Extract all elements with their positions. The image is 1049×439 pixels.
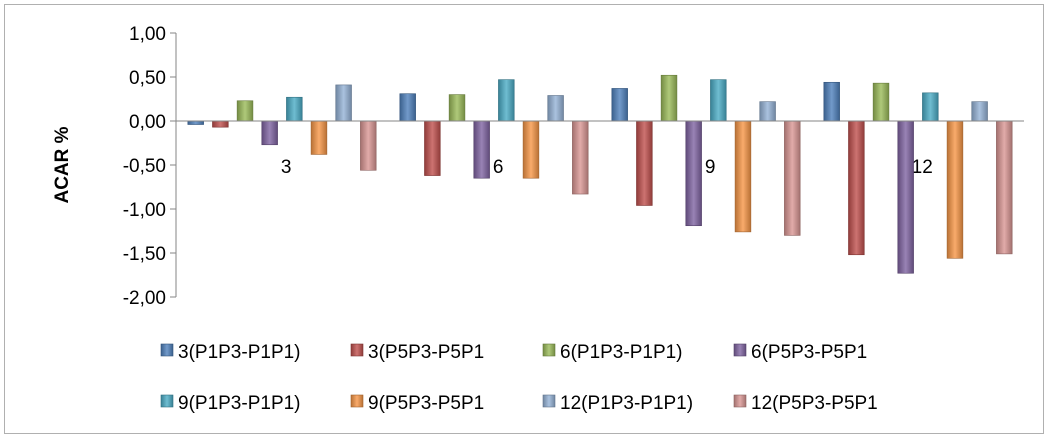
bar-6-series-8: [572, 120, 589, 195]
bar-9-series-4: [685, 120, 702, 227]
legend-label: 6(P1P3-P1P1): [560, 342, 683, 363]
bar-3-series-5: [286, 96, 303, 122]
bar-6-series-3: [448, 94, 466, 122]
bar-3-series-4: [261, 120, 278, 146]
y-tick-label: 0,50: [129, 68, 166, 89]
y-tick-label: -1,00: [123, 200, 166, 221]
bar-12-series-3: [872, 82, 890, 122]
bar-9-series-2: [636, 120, 653, 206]
legend-label: 3(P5P3-P5P1: [368, 342, 484, 363]
legend-label: 9(P5P3-P5P1: [368, 393, 484, 414]
legend-swatch: [350, 394, 364, 408]
bar-3-series-2: [212, 120, 229, 128]
legend-swatch: [160, 343, 174, 357]
bar-12-series-6: [946, 120, 964, 259]
legend-label: 9(P1P3-P1P1): [178, 393, 301, 414]
y-tick-label: -0,50: [123, 156, 166, 177]
bar-6-series-5: [498, 79, 515, 122]
bar-12-series-1: [823, 81, 840, 122]
legend-label: 6(P5P3-P5P1: [751, 342, 867, 363]
category-labels: 3 6 9 12: [281, 157, 933, 178]
bar-6-series-6: [522, 120, 540, 179]
legend-swatch: [542, 394, 556, 408]
legend-label: 12(P5P3-P5P1: [751, 393, 878, 414]
legend: 3(P1P3-P1P1) 3(P5P3-P5P1 6(P1P3-P1P1) 6(P5P…: [160, 342, 878, 414]
y-tick-label: -1,50: [123, 244, 166, 265]
category-label: 6: [493, 157, 504, 178]
category-label: 12: [912, 157, 933, 178]
bar-6-series-1: [399, 93, 416, 122]
bar-3-series-8: [360, 120, 377, 171]
legend-swatch: [350, 343, 364, 357]
legend-swatch: [160, 394, 174, 408]
y-tick-label: 0,00: [129, 112, 166, 133]
legend-swatch: [733, 343, 747, 357]
bars: [176, 74, 1024, 274]
bar-3-series-6: [310, 120, 328, 155]
y-axis-title: ACAR %: [52, 126, 73, 203]
bar-12-series-7: [971, 101, 988, 122]
category-label: 3: [281, 157, 292, 178]
bar-6-series-2: [424, 120, 441, 176]
bar-9-series-5: [710, 79, 727, 122]
bar-3-series-7: [335, 84, 352, 122]
bar-3-series-1: [187, 120, 204, 125]
legend-swatch: [542, 343, 556, 357]
bar-12-series-8: [996, 120, 1013, 255]
bar-6-series-4: [473, 120, 490, 179]
y-tick-label: 1,00: [129, 24, 166, 45]
bar-9-series-8: [784, 120, 801, 236]
legend-label: 12(P1P3-P1P1): [560, 393, 693, 414]
legend-swatch: [733, 394, 747, 408]
bar-9-series-6: [734, 120, 752, 233]
bar-12-series-5: [922, 92, 939, 122]
bar-9-series-1: [611, 88, 628, 122]
bar-6-series-7: [547, 95, 564, 122]
bar-9-series-7: [759, 101, 776, 122]
chart-frame: [4, 4, 1044, 434]
category-label: 9: [705, 157, 716, 178]
y-axis: 1,00 0,50 0,00 -0,50 -1,00 -1,50 -2,00: [123, 24, 177, 309]
legend-label: 3(P1P3-P1P1): [178, 342, 301, 363]
bar-3-series-3: [236, 100, 254, 122]
bar-12-series-2: [848, 120, 865, 256]
y-tick-label: -2,00: [123, 288, 166, 309]
bar-12-series-4: [897, 120, 914, 274]
bar-9-series-3: [660, 74, 678, 122]
